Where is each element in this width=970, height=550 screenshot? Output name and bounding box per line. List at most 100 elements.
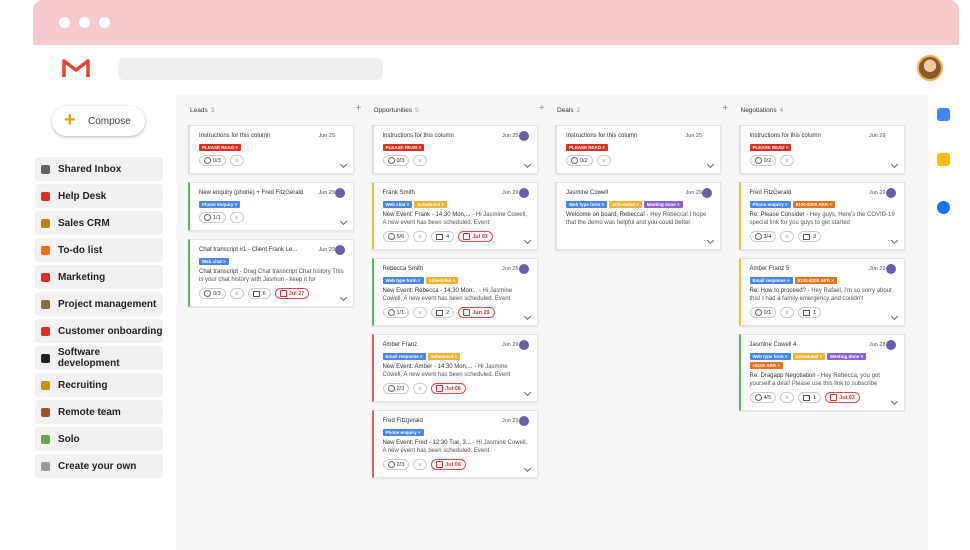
calendar-icon[interactable] [937,108,950,121]
due-date[interactable]: Jul 06 [431,459,466,470]
checklist[interactable]: 2/3 [382,459,410,470]
tag[interactable]: PLEASE READ [749,144,792,151]
tag[interactable]: Meeting done [643,201,683,208]
card[interactable]: Instructions for this column Jun 25 PLEASE… [188,125,354,174]
notes-icon[interactable]: ≡ [413,155,428,166]
comments[interactable]: 1 [798,307,822,318]
checklist[interactable]: 0/3 [199,288,226,299]
due-date[interactable]: Jul 27 [274,288,310,299]
add-icon[interactable]: + [722,103,729,114]
notes-icon[interactable]: ≡ [229,212,244,223]
due-date[interactable]: Jun 29 [458,307,495,318]
tag[interactable]: $100-$200 ARR [794,277,837,284]
card-header: Fred Fitzgerald Jun 29 [383,417,529,426]
tag[interactable]: Meeting done [827,353,867,360]
comments[interactable]: 1 [798,392,822,403]
tag[interactable]: Scheduled [414,201,447,208]
checklist[interactable]: 2/3 [382,383,410,394]
sidebar-item[interactable]: To-do list [35,238,163,262]
tag[interactable]: Scheduled [425,277,459,284]
card[interactable]: New enquiry (phone) + Fred FitzGerald Jun… [188,182,354,231]
sidebar-item[interactable]: Solo [35,427,163,451]
card[interactable]: Fred FitzGerald Jun 29 Phone enquiry$100-$… [738,182,905,250]
notes-icon[interactable]: ≡ [413,383,428,394]
card[interactable]: Instructions for this column Jun 29 PLEASE… [738,125,905,174]
card[interactable]: Jasmine Cowell 4 Jun 28 Web type formSched… [738,334,905,411]
tag[interactable]: Web type form [749,353,791,360]
checklist[interactable]: 4/5 [749,392,777,403]
comments[interactable]: 2 [431,307,455,318]
tag[interactable]: Email response [382,353,426,360]
search-bar[interactable] [118,58,383,80]
due-date[interactable]: Jul 06 [431,383,466,394]
notes-icon[interactable]: ≡ [413,459,428,470]
checklist[interactable]: 0/1 [749,307,777,318]
sidebar-item[interactable]: Recruiting [35,373,163,397]
tag[interactable]: Email response [749,277,793,284]
tag[interactable]: <$100 ARR [749,362,783,369]
tag[interactable]: PLEASE READ [382,144,425,151]
sidebar-item[interactable]: Project management [35,292,163,316]
card[interactable]: Instructions for this column Jun 25 PLEASE… [371,125,538,174]
notes-icon[interactable]: ≡ [596,155,611,166]
due-date[interactable]: Jul 03 [825,392,860,403]
checklist[interactable]: 0/2 [749,155,777,166]
comments[interactable]: 6 [247,288,271,299]
card[interactable]: Fred Fitzgerald Jun 29 Phone enquiry New Ev… [371,410,538,478]
notes-icon[interactable]: ≡ [780,155,795,166]
sidebar-item[interactable]: Marketing [35,265,163,289]
checklist[interactable]: 3/4 [749,231,777,242]
notes-icon[interactable]: ≡ [413,231,428,242]
notes-icon[interactable]: ≡ [780,392,795,403]
sidebar-item[interactable]: Shared Inbox [35,157,163,181]
checklist[interactable]: 1/1 [199,212,226,223]
tag[interactable]: Phone enquiry [382,429,424,436]
notes-icon[interactable]: ≡ [229,155,244,166]
add-icon[interactable]: + [355,103,362,114]
avatar[interactable] [917,55,943,81]
tag[interactable]: Scheduled [427,353,461,360]
add-icon[interactable]: + [539,103,545,114]
notes-icon[interactable]: ≡ [229,288,244,299]
card[interactable]: Rebecca Smith Jun 25 Web type formSchedule… [371,258,538,326]
sidebar-item[interactable]: Customer onboarding [35,319,163,343]
card[interactable]: Chat transcript #1 - Client Frank Le... J… [188,239,354,307]
sidebar-item[interactable]: Create your own [35,454,163,478]
tag[interactable]: Phone enquiry [749,201,791,208]
checklist[interactable]: 1/1 [382,307,410,318]
tasks-icon[interactable] [937,201,950,214]
tag[interactable]: Phone enquiry [199,201,241,208]
comments[interactable]: 4 [431,231,455,242]
tag[interactable]: PLEASE READ [566,144,608,151]
checklist[interactable]: 0/2 [566,155,593,166]
card[interactable]: Instructions for this column Jun 25 PLEASE… [555,125,721,174]
keep-icon[interactable] [937,153,950,166]
tag[interactable]: PLEASE READ [199,144,241,151]
gmail-logo[interactable] [62,58,90,78]
sidebar-item[interactable]: Help Desk [35,184,163,208]
card[interactable]: Frank Smith Jun 29 Web chatScheduled New Ev… [371,182,538,250]
tag[interactable]: Web chat [382,201,413,208]
checklist[interactable]: 0/3 [199,155,226,166]
tag[interactable]: Scheduled [609,201,642,208]
checklist[interactable]: 5/6 [382,231,410,242]
checklist[interactable]: 0/3 [382,155,410,166]
tag[interactable]: Web type form [382,277,424,284]
comments[interactable]: 3 [798,231,822,242]
sidebar-item[interactable]: Software development [35,346,163,370]
sidebar-item[interactable]: Sales CRM [35,211,163,235]
tag[interactable]: Web chat [199,258,229,265]
tag[interactable]: $100-$200 ARR [792,201,835,208]
card[interactable]: Amber Franz 5 Jun 29 Email response$100-$2… [738,258,905,326]
notes-icon[interactable]: ≡ [780,307,795,318]
card[interactable]: Amber Franz Jun 29 Email responseScheduled… [371,334,538,402]
card[interactable]: Jasmine Cowell Jun 29 Web type formSchedul… [555,182,721,250]
tag[interactable]: Scheduled [792,353,826,360]
due-date[interactable]: Jul 03 [458,231,493,242]
compose-button[interactable]: Compose [52,106,145,136]
sidebar-item[interactable]: Remote team [35,400,163,424]
notes-icon[interactable]: ≡ [413,307,428,318]
notes-icon[interactable]: ≡ [780,231,795,242]
tag[interactable]: Web type form [566,201,608,208]
